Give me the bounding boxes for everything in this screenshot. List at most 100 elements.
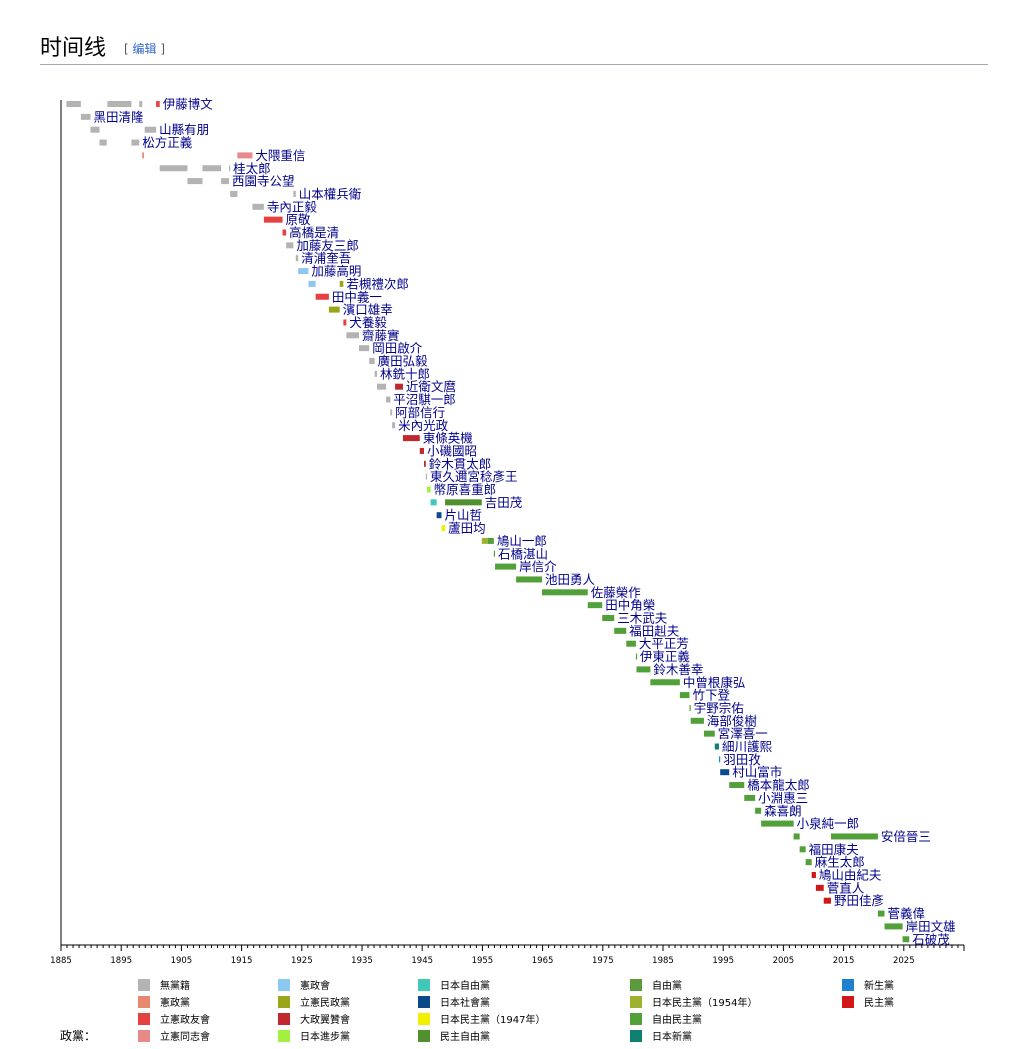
term-bar — [425, 473, 428, 480]
legend-swatch — [630, 1013, 642, 1025]
pm-name-label: 桂太郎 — [233, 161, 271, 176]
term-bar — [424, 460, 426, 467]
pm-name-label: 竹下登 — [692, 688, 730, 703]
pm-name-label: 鳩山由紀夫 — [819, 868, 882, 883]
pm-name-label: 菅義偉 — [888, 906, 926, 921]
pm-name-label: 阿部信行 — [395, 405, 445, 420]
term-bar — [339, 280, 344, 287]
term-bar — [142, 152, 145, 159]
pm-name-label: 林銑十郎 — [380, 366, 430, 381]
pm-name-label: 廣田弘毅 — [378, 354, 429, 369]
pm-name-label: 石橋湛山 — [498, 546, 548, 561]
pm-name-label: 菅直人 — [827, 880, 865, 895]
term-bar — [690, 717, 704, 724]
legend-label: 民主黨 — [864, 996, 894, 1009]
pm-name-label: 山本權兵衛 — [299, 186, 362, 201]
term-bar — [436, 512, 442, 519]
pm-name-label: 幣原喜重郎 — [434, 482, 497, 497]
legend-label: 立憲政友會 — [160, 1013, 210, 1026]
term-bar — [761, 820, 794, 827]
pm-name-label: 安倍晉三 — [881, 829, 931, 844]
term-bar — [159, 165, 188, 172]
legend-swatch — [842, 979, 854, 991]
edit-section: [ 编辑 ] — [124, 40, 165, 57]
term-bar — [131, 139, 140, 146]
pm-name-label: 原敬 — [286, 212, 312, 227]
x-tick-label: 1945 — [411, 956, 433, 966]
x-tick-label: 2015 — [833, 956, 855, 966]
term-bar — [744, 794, 756, 801]
term-bar — [263, 216, 283, 223]
legend-label: 憲政會 — [300, 979, 330, 992]
legend-swatch — [418, 1030, 430, 1042]
term-bar — [884, 923, 903, 930]
pm-name-label: 若槻禮次郎 — [346, 276, 409, 291]
pm-name-label: 石破茂 — [912, 932, 950, 947]
term-bar — [315, 293, 329, 300]
pm-name-label: 鳩山一郎 — [497, 533, 547, 548]
term-bar — [308, 280, 316, 287]
edit-link[interactable]: 编辑 — [132, 42, 157, 56]
edit-bracket-open: [ — [124, 42, 129, 56]
legend-label: 日本社會黨 — [440, 996, 490, 1009]
pm-name-label: 宇野宗佑 — [694, 700, 745, 715]
pm-name-label: 大平正芳 — [639, 636, 689, 651]
term-bar — [516, 576, 542, 583]
term-bar — [830, 833, 878, 840]
legend-label: 無黨籍 — [160, 979, 190, 992]
pm-name-label: 平沼騏一郎 — [393, 392, 456, 407]
pm-name-label: 寺內正毅 — [267, 199, 318, 214]
legend-label: 大政翼贊會 — [300, 1013, 350, 1026]
term-bar — [636, 666, 651, 673]
term-bar — [815, 884, 824, 891]
term-bar — [419, 447, 425, 454]
legend-label: 日本自由黨 — [440, 979, 490, 992]
pm-name-label: 黑田清隆 — [93, 109, 144, 124]
term-bar — [493, 550, 496, 557]
term-bar — [230, 190, 238, 197]
term-bar — [445, 499, 482, 506]
pm-name-label: 東條英機 — [423, 431, 474, 446]
pm-name-label: 小泉純一郎 — [797, 816, 860, 831]
term-bar — [252, 203, 264, 210]
term-bar — [703, 730, 715, 737]
legend-title: 政黨： — [60, 1029, 96, 1043]
term-bar — [99, 139, 107, 146]
term-bar — [602, 615, 615, 621]
legend-swatch — [418, 996, 430, 1008]
term-bar — [386, 396, 391, 403]
term-bar — [392, 422, 396, 429]
pm-name-label: 清浦奎吾 — [301, 251, 351, 266]
legend-label: 自由民主黨 — [652, 1013, 702, 1026]
pm-name-label: 米內光政 — [398, 418, 449, 433]
x-tick-label: 1895 — [110, 956, 132, 966]
pm-name-label: 中曾根康弘 — [683, 675, 746, 690]
term-bar — [358, 345, 370, 352]
term-bar — [187, 178, 203, 185]
pm-name-label: 麻生太郎 — [815, 855, 865, 870]
legend-swatch — [278, 1013, 290, 1025]
pm-name-label: 野田佳彥 — [834, 893, 884, 908]
term-bar — [282, 229, 287, 236]
term-bar — [66, 101, 81, 107]
pm-name-label: 加藤高明 — [311, 264, 361, 279]
legend-swatch — [630, 996, 642, 1008]
legend-swatch — [630, 1030, 642, 1042]
section-heading: 时间线 [ 编辑 ] — [40, 28, 988, 65]
term-bar — [689, 704, 691, 711]
term-bar — [343, 319, 347, 326]
pm-name-label: 片山哲 — [444, 508, 482, 523]
term-bar — [427, 486, 431, 493]
term-bar — [228, 165, 231, 172]
term-bar — [679, 692, 690, 699]
legend-swatch — [138, 1013, 150, 1025]
pm-name-label: 齋藤實 — [362, 328, 400, 343]
term-bar — [805, 859, 812, 866]
term-bar — [811, 872, 816, 878]
term-bar — [720, 769, 730, 776]
x-tick-label: 1995 — [712, 956, 734, 966]
x-tick-label: 1925 — [291, 956, 313, 966]
legend-swatch — [418, 979, 430, 991]
legend-swatch — [138, 979, 150, 991]
